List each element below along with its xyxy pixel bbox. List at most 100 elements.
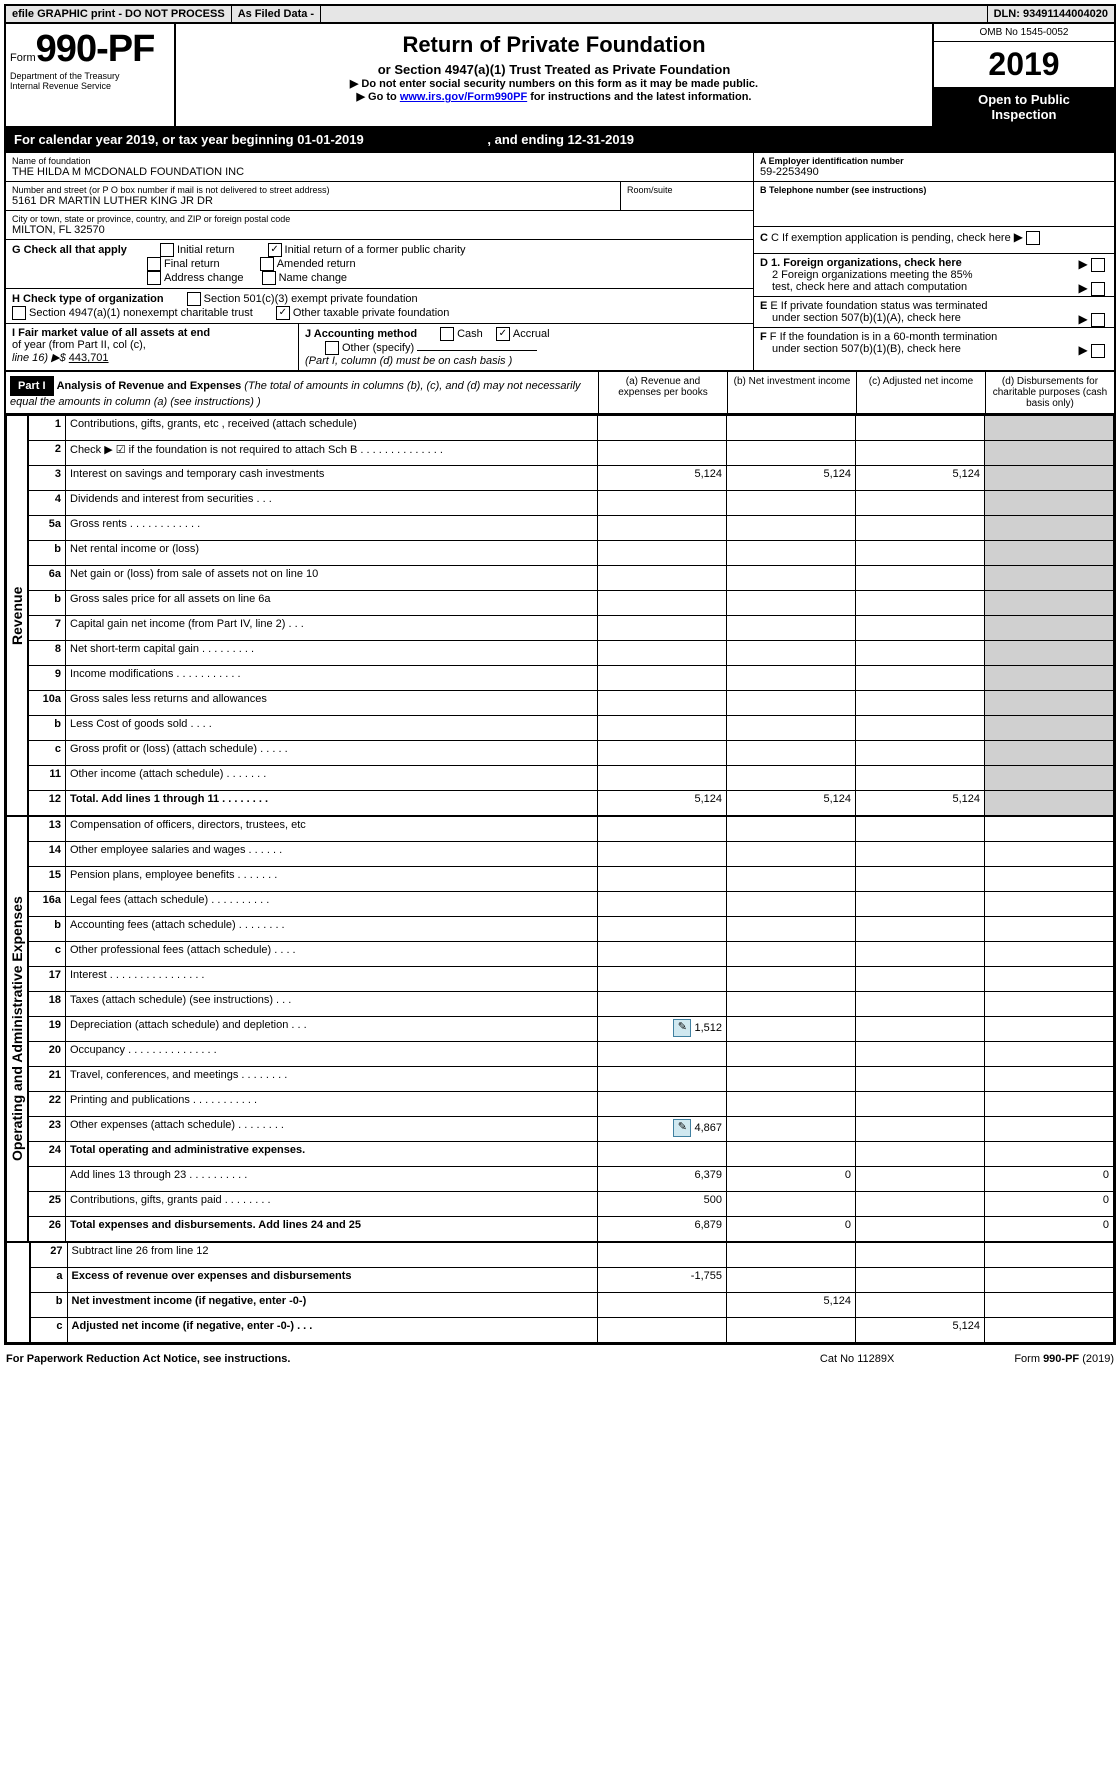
- col-b-value: [727, 516, 856, 541]
- section-i-2: of year (from Part II, col (c),: [12, 339, 292, 351]
- col-a-value: 6,879: [598, 1217, 727, 1242]
- city-label: City or town, state or province, country…: [12, 214, 747, 224]
- line-number: 26: [29, 1217, 66, 1242]
- col-c-value: [856, 817, 985, 842]
- col-d-value: [985, 1067, 1114, 1092]
- chk-accrual[interactable]: ✓: [496, 327, 510, 341]
- chk-501c3[interactable]: [187, 292, 201, 306]
- name-label: Name of foundation: [12, 156, 747, 166]
- chk-85pct[interactable]: [1091, 282, 1105, 296]
- line-number: 12: [29, 791, 66, 816]
- line-description: Gross sales less returns and allowances: [66, 691, 598, 716]
- revenue-side-label: Revenue: [6, 415, 28, 816]
- col-d-value: [985, 741, 1114, 766]
- line-description: Adjusted net income (if negative, enter …: [67, 1318, 597, 1343]
- chk-cash[interactable]: [440, 327, 454, 341]
- col-a-value: [598, 817, 727, 842]
- col-c-value: [856, 1243, 985, 1268]
- col-b-value: [727, 491, 856, 516]
- line-number: 23: [29, 1117, 66, 1142]
- line-number: 4: [29, 491, 66, 516]
- col-c-value: [856, 1067, 985, 1092]
- chk-exemption-pending[interactable]: [1026, 231, 1040, 245]
- line-number: 16a: [29, 892, 66, 917]
- c-label: C C If exemption application is pending,…: [760, 230, 1108, 245]
- line-description: Printing and publications . . . . . . . …: [66, 1092, 598, 1117]
- chk-final-return[interactable]: [147, 257, 161, 271]
- section-i-1: I Fair market value of all assets at end: [12, 327, 292, 339]
- irs-link[interactable]: www.irs.gov/Form990PF: [400, 91, 527, 103]
- col-b-value: [727, 1243, 856, 1268]
- line-description: Contributions, gifts, grants paid . . . …: [66, 1192, 598, 1217]
- line-description: Net rental income or (loss): [66, 541, 598, 566]
- col-a-value: [598, 691, 727, 716]
- chk-address-change[interactable]: [147, 271, 161, 285]
- calendar-year-line: For calendar year 2019, or tax year begi…: [6, 126, 1114, 153]
- col-b-value: [727, 1017, 856, 1042]
- line-description: Net gain or (loss) from sale of assets n…: [66, 566, 598, 591]
- line-description: Depreciation (attach schedule) and deple…: [66, 1017, 598, 1042]
- col-b-value: 5,124: [727, 466, 856, 491]
- chk-other-taxable[interactable]: ✓: [276, 306, 290, 320]
- col-d-value: [985, 616, 1114, 641]
- line-description: Gross rents . . . . . . . . . . . .: [66, 516, 598, 541]
- line-description: Total operating and administrative expen…: [66, 1142, 598, 1167]
- chk-4947a1[interactable]: [12, 306, 26, 320]
- chk-initial-return[interactable]: [160, 243, 174, 257]
- col-d-value: 0: [985, 1217, 1114, 1242]
- attachment-icon[interactable]: ✎: [673, 1119, 691, 1137]
- line-description: Net investment income (if negative, ente…: [67, 1293, 597, 1318]
- col-a-value: [598, 1042, 727, 1067]
- line-description: Legal fees (attach schedule) . . . . . .…: [66, 892, 598, 917]
- line-number: 24: [29, 1142, 66, 1167]
- col-c-value: [856, 716, 985, 741]
- goto-link-line: ▶ Go to www.irs.gov/Form990PF for instru…: [184, 90, 924, 103]
- chk-foreign-org[interactable]: [1091, 258, 1105, 272]
- col-d-value: [985, 441, 1114, 466]
- line-description: Occupancy . . . . . . . . . . . . . . .: [66, 1042, 598, 1067]
- col-c-value: [856, 566, 985, 591]
- street-address: 5161 DR MARTIN LUTHER KING JR DR: [12, 195, 614, 207]
- col-a-value: [598, 491, 727, 516]
- line-number: 19: [29, 1017, 66, 1042]
- col-b-value: 5,124: [727, 1293, 856, 1318]
- col-c-value: [856, 1217, 985, 1242]
- col-d-value: [985, 917, 1114, 942]
- line-number: b: [29, 716, 66, 741]
- line-description: Interest on savings and temporary cash i…: [66, 466, 598, 491]
- col-c-value: [856, 541, 985, 566]
- revenue-table: 1Contributions, gifts, grants, etc , rec…: [28, 415, 1114, 816]
- col-c-value: [856, 917, 985, 942]
- chk-60month[interactable]: [1091, 344, 1105, 358]
- phone-label: B Telephone number (see instructions): [760, 185, 1108, 195]
- part1-header-row: Part I Analysis of Revenue and Expenses …: [6, 370, 1114, 415]
- col-d-value: [985, 791, 1114, 816]
- col-b-value: [727, 967, 856, 992]
- line-number: 27: [30, 1243, 67, 1268]
- col-a-value: [598, 541, 727, 566]
- col-b-value: [727, 867, 856, 892]
- chk-initial-former[interactable]: ✓: [268, 243, 282, 257]
- col-b-value: 0: [727, 1217, 856, 1242]
- col-a-value: [598, 842, 727, 867]
- line-number: 11: [29, 766, 66, 791]
- col-b-value: [727, 716, 856, 741]
- col-d-value: [985, 516, 1114, 541]
- col-d-value: [985, 942, 1114, 967]
- chk-amended-return[interactable]: [260, 257, 274, 271]
- col-d-value: [985, 892, 1114, 917]
- col-c-value: [856, 616, 985, 641]
- omb-number: OMB No 1545-0052: [934, 24, 1114, 42]
- line-number: 25: [29, 1192, 66, 1217]
- line-number: 10a: [29, 691, 66, 716]
- chk-other-method[interactable]: [325, 341, 339, 355]
- col-a-value: [598, 1067, 727, 1092]
- col-a-value: [598, 992, 727, 1017]
- line-number: c: [29, 741, 66, 766]
- col-b-value: [727, 1067, 856, 1092]
- efile-notice: efile GRAPHIC print - DO NOT PROCESS: [6, 6, 232, 22]
- col-d-value: [985, 1042, 1114, 1067]
- chk-name-change[interactable]: [262, 271, 276, 285]
- attachment-icon[interactable]: ✎: [673, 1019, 691, 1037]
- chk-terminated[interactable]: [1091, 313, 1105, 327]
